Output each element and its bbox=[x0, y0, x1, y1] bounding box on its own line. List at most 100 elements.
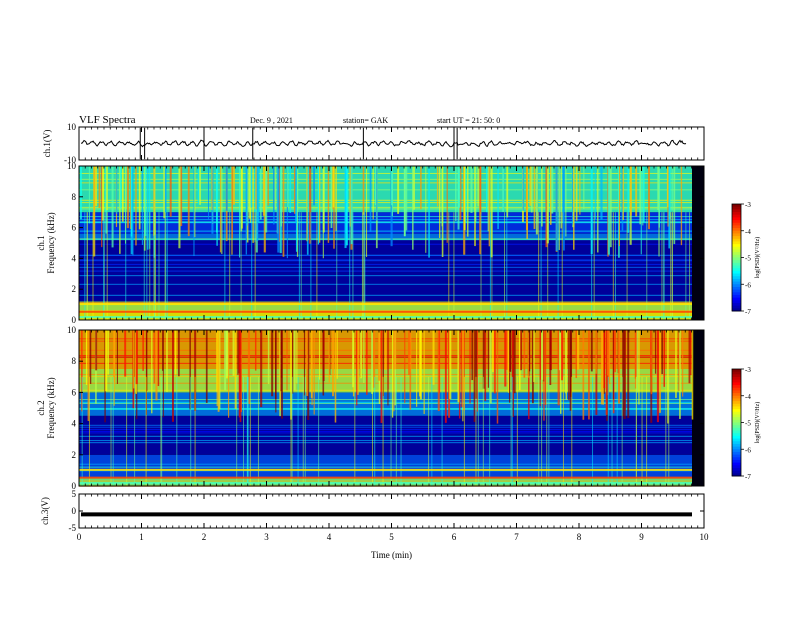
y-tick-label: 6 bbox=[72, 387, 77, 397]
y-tick-label: 6 bbox=[72, 223, 77, 233]
deep-sferic-streak bbox=[290, 376, 292, 486]
sferic-streak bbox=[81, 330, 83, 412]
sferic-streak bbox=[405, 166, 408, 231]
sferic-streak bbox=[437, 330, 440, 412]
sferic-streak bbox=[126, 166, 129, 229]
sferic-streak bbox=[336, 330, 338, 379]
spectral-line bbox=[79, 266, 692, 268]
x-tick-label: 10 bbox=[700, 532, 710, 542]
sferic-streak bbox=[327, 166, 330, 243]
sferic-streak bbox=[98, 166, 101, 209]
deep-sferic-streak bbox=[475, 376, 477, 486]
sferic-streak bbox=[412, 166, 414, 250]
colorbar-segment bbox=[732, 371, 741, 375]
deep-sferic-streak bbox=[491, 212, 493, 320]
sferic-streak bbox=[573, 166, 575, 250]
deep-sferic-streak bbox=[154, 212, 156, 320]
colorbar-segment bbox=[732, 414, 741, 418]
sferic-streak bbox=[246, 166, 248, 226]
x-tick-label: 5 bbox=[389, 532, 394, 542]
sferic-streak bbox=[505, 330, 508, 370]
sferic-streak bbox=[438, 330, 441, 394]
deep-sferic-streak bbox=[236, 376, 238, 486]
sferic-streak bbox=[614, 330, 617, 373]
colorbar-segment bbox=[732, 233, 741, 237]
colorbar-segment bbox=[732, 443, 741, 448]
sferic-streak bbox=[219, 166, 222, 253]
sferic-streak bbox=[484, 330, 487, 401]
sferic-streak bbox=[247, 330, 250, 404]
sferic-streak bbox=[459, 166, 462, 221]
y-axis-label-line: Frequency (kHz) bbox=[46, 377, 56, 438]
sferic-streak bbox=[507, 330, 510, 373]
sferic-streak bbox=[306, 166, 309, 255]
sferic-streak bbox=[600, 166, 603, 220]
sferic-streak bbox=[520, 330, 522, 371]
colorbar-tick-label: -7 bbox=[745, 473, 751, 481]
sferic-streak bbox=[561, 330, 564, 381]
sferic-streak bbox=[155, 330, 158, 401]
sferic-streak bbox=[416, 330, 418, 407]
deep-sferic-streak bbox=[257, 376, 259, 486]
colorbar-segment bbox=[732, 457, 741, 461]
deep-sferic-streak bbox=[354, 376, 356, 486]
sferic-streak bbox=[254, 166, 256, 243]
sferic-streak bbox=[590, 166, 593, 255]
colorbar-segment bbox=[732, 435, 741, 440]
sferic-streak bbox=[289, 166, 292, 214]
sferic-streak bbox=[267, 166, 269, 206]
deep-sferic-streak bbox=[400, 376, 402, 486]
sferic-streak bbox=[387, 330, 389, 390]
deep-sferic-streak bbox=[671, 212, 673, 320]
sferic-streak bbox=[550, 330, 552, 371]
colorbar-segment bbox=[732, 377, 741, 381]
deep-sferic-streak bbox=[349, 212, 351, 320]
colorbar-tick-label: -3 bbox=[745, 366, 751, 374]
sferic-streak bbox=[306, 330, 309, 396]
deep-sferic-streak bbox=[352, 212, 354, 320]
colorbar-segment bbox=[732, 228, 741, 232]
sferic-streak bbox=[668, 166, 671, 249]
sferic-streak bbox=[661, 330, 663, 375]
colorbar-segment bbox=[732, 214, 741, 218]
sferic-streak bbox=[458, 330, 461, 419]
sferic-streak bbox=[461, 330, 463, 407]
sferic-streak bbox=[690, 330, 692, 376]
sferic-streak bbox=[151, 330, 153, 414]
spectral-line bbox=[79, 208, 692, 210]
sferic-streak bbox=[588, 330, 590, 420]
sferic-streak bbox=[583, 166, 585, 210]
colorbar-segment bbox=[732, 294, 741, 299]
colorbar-segment bbox=[732, 249, 741, 253]
deep-sferic-streak bbox=[251, 212, 253, 320]
sferic-streak bbox=[322, 330, 325, 381]
sferic-streak bbox=[480, 166, 482, 215]
deep-sferic-streak bbox=[158, 212, 160, 320]
sferic-streak bbox=[394, 330, 397, 370]
deep-sferic-streak bbox=[661, 212, 663, 320]
y-tick-label: -10 bbox=[64, 155, 76, 165]
sferic-streak bbox=[565, 166, 567, 237]
low-freq-strip bbox=[79, 303, 692, 306]
sferic-streak bbox=[612, 330, 614, 400]
sferic-streak bbox=[352, 330, 355, 388]
sferic-streak bbox=[666, 166, 669, 208]
sferic-streak bbox=[529, 330, 531, 372]
deep-sferic-streak bbox=[489, 212, 491, 320]
ch1-colorbar: -3 -4 -5 -6 -7 log(PSD)(V²/Hz) bbox=[731, 201, 761, 316]
spectral-line bbox=[79, 480, 692, 482]
sferic-streak bbox=[135, 166, 137, 246]
sferic-streak bbox=[457, 330, 460, 403]
sferic-streak bbox=[390, 166, 393, 206]
sferic-streak bbox=[642, 166, 645, 223]
spectral-line bbox=[79, 442, 692, 444]
colorbar-segment bbox=[732, 217, 741, 221]
sferic-streak bbox=[504, 330, 507, 387]
deep-sferic-streak bbox=[166, 212, 168, 320]
deep-sferic-streak bbox=[689, 212, 691, 320]
deep-sferic-streak bbox=[362, 212, 364, 320]
deep-sferic-streak bbox=[428, 376, 430, 486]
sferic-streak bbox=[462, 330, 464, 422]
deep-sferic-streak bbox=[371, 376, 373, 486]
